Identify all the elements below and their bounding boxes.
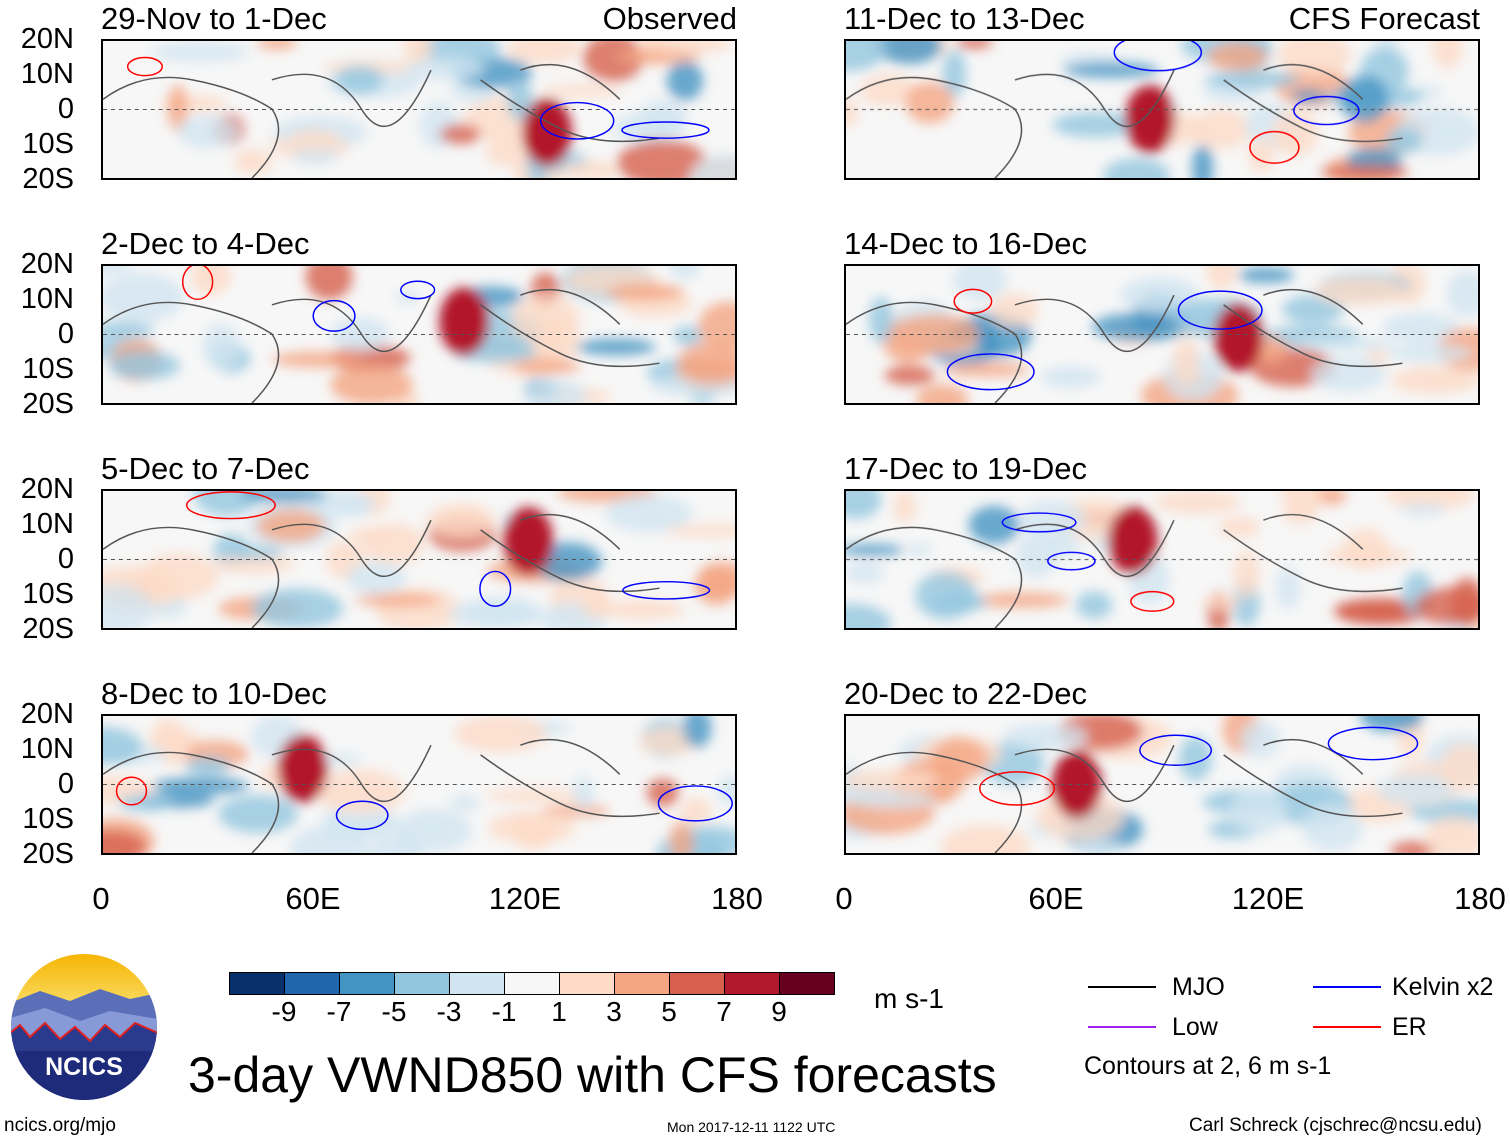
panel-label: Observed	[602, 1, 737, 36]
colorbar-swatch	[615, 973, 670, 994]
panel-title: 29-Nov to 1-Dec	[101, 1, 327, 36]
legend-line-low	[1088, 1026, 1156, 1028]
legend-line-mjo	[1088, 986, 1156, 988]
figure-title: 3-day VWND850 with CFS forecasts	[188, 1047, 997, 1103]
panel-title: 5-Dec to 7-Dec	[101, 451, 310, 486]
lat-label: 0	[57, 768, 74, 800]
colorbar-tick: 9	[771, 996, 787, 1027]
lat-label: 0	[57, 93, 74, 125]
lat-label: 10N	[20, 508, 74, 540]
panel-title: 11-Dec to 13-Dec	[844, 1, 1085, 36]
map-panel-p3	[101, 489, 737, 630]
legend-line-er	[1313, 1026, 1381, 1028]
lat-label: 20S	[22, 838, 74, 870]
lat-label: 20S	[22, 613, 74, 645]
lon-label: 0	[92, 881, 110, 916]
colorbar-swatch	[505, 973, 560, 994]
colorbar-tick: 7	[716, 996, 732, 1027]
lon-label: 120E	[488, 881, 562, 916]
lat-label: 10S	[22, 353, 74, 385]
lat-label: 20S	[22, 388, 74, 420]
colorbar-swatch	[560, 973, 615, 994]
panel-title: 2-Dec to 4-Dec	[101, 226, 310, 261]
colorbar-swatch	[725, 973, 780, 994]
colorbar-tick: 1	[551, 996, 567, 1027]
lat-label: 0	[57, 543, 74, 575]
map-panel-p2	[101, 264, 737, 405]
legend-label-low: Low	[1172, 1013, 1218, 1041]
lon-label: 120E	[1231, 881, 1305, 916]
colorbar-tick: -7	[326, 996, 352, 1027]
lon-label: 180	[1454, 881, 1506, 916]
colorbar-swatch	[670, 973, 725, 994]
lat-label: 20N	[20, 473, 74, 505]
colorbar-swatch	[395, 973, 450, 994]
colorbar-tick: 5	[661, 996, 677, 1027]
lon-label: 180	[711, 881, 763, 916]
colorbar-swatch	[450, 973, 505, 994]
lat-label: 20S	[22, 163, 74, 195]
map-panel-p5	[844, 39, 1480, 180]
colorbar-tick: -9	[271, 996, 297, 1027]
contour-note: Contours at 2, 6 m s-1	[1084, 1052, 1332, 1080]
map-panel-p7	[844, 489, 1480, 630]
lon-label: 60E	[285, 881, 341, 916]
colorbar	[229, 972, 835, 995]
ncics-logo: NCICS	[10, 953, 158, 1101]
lat-label: 10S	[22, 128, 74, 160]
footer-timestamp: Mon 2017-12-11 1122 UTC	[667, 1119, 836, 1135]
lat-label: 20N	[20, 248, 74, 280]
colorbar-tick: -1	[491, 996, 517, 1027]
lon-label: 0	[835, 881, 853, 916]
logo-text: NCICS	[45, 1053, 123, 1081]
panel-title: 14-Dec to 16-Dec	[844, 226, 1087, 261]
lon-label: 60E	[1028, 881, 1084, 916]
panel-title: 20-Dec to 22-Dec	[844, 676, 1087, 711]
lat-label: 10S	[22, 803, 74, 835]
lat-label: 10S	[22, 578, 74, 610]
lat-label: 10N	[20, 283, 74, 315]
lat-label: 10N	[20, 733, 74, 765]
map-panel-p6	[844, 264, 1480, 405]
map-panel-p1	[101, 39, 737, 180]
colorbar-tick: -5	[381, 996, 407, 1027]
lat-label: 20N	[20, 23, 74, 55]
colorbar-swatch	[780, 973, 834, 994]
footer-url[interactable]: ncics.org/mjo	[4, 1115, 116, 1136]
map-panel-p8	[844, 714, 1480, 855]
legend-label-mjo: MJO	[1172, 973, 1225, 1001]
colorbar-swatch	[285, 973, 340, 994]
panel-title: 17-Dec to 19-Dec	[844, 451, 1087, 486]
lat-label: 20N	[20, 698, 74, 730]
colorbar-swatch	[340, 973, 395, 994]
lat-label: 10N	[20, 58, 74, 90]
colorbar-tick: 3	[606, 996, 622, 1027]
lat-label: 0	[57, 318, 74, 350]
colorbar-swatch	[230, 973, 285, 994]
colorbar-tick: -3	[436, 996, 462, 1027]
footer-author: Carl Schreck (cjschrec@ncsu.edu)	[1189, 1115, 1482, 1136]
colorbar-units: m s-1	[874, 983, 944, 1014]
legend-label-er: ER	[1392, 1013, 1427, 1041]
map-panel-p4	[101, 714, 737, 855]
panel-label: CFS Forecast	[1288, 1, 1480, 36]
legend-line-kelvin	[1313, 986, 1381, 988]
panel-title: 8-Dec to 10-Dec	[101, 676, 327, 711]
legend-label-kelvin: Kelvin x2	[1392, 973, 1494, 1001]
